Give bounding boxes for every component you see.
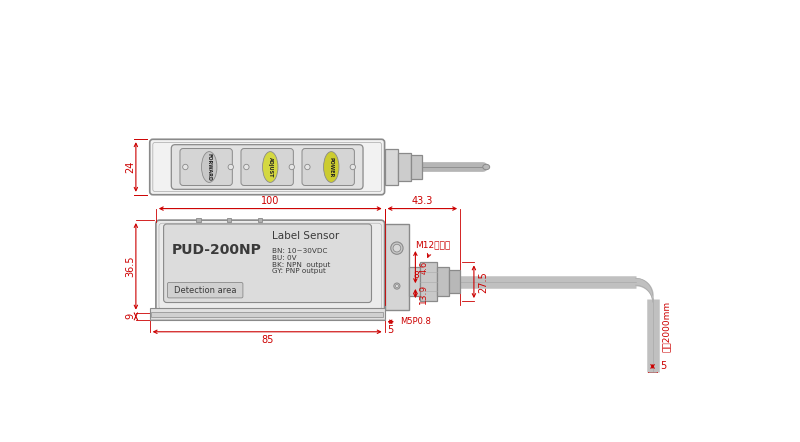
Text: BU: 0V: BU: 0V xyxy=(272,255,296,261)
Text: GY: PNP output: GY: PNP output xyxy=(272,268,326,274)
Ellipse shape xyxy=(482,164,490,170)
Ellipse shape xyxy=(202,152,217,183)
FancyBboxPatch shape xyxy=(171,145,363,189)
Text: 5: 5 xyxy=(660,362,666,371)
Circle shape xyxy=(244,164,249,170)
Bar xyxy=(226,218,231,222)
Circle shape xyxy=(390,242,403,254)
Bar xyxy=(150,308,385,320)
Text: 43.3: 43.3 xyxy=(412,195,433,206)
FancyBboxPatch shape xyxy=(156,220,385,312)
Bar xyxy=(410,155,422,179)
Text: BK: NPN  output: BK: NPN output xyxy=(272,262,330,267)
Circle shape xyxy=(228,164,234,170)
Text: 36.5: 36.5 xyxy=(126,255,135,277)
Bar xyxy=(151,312,383,317)
Circle shape xyxy=(395,285,398,288)
Bar xyxy=(196,218,201,222)
Bar xyxy=(385,149,398,186)
Text: 85: 85 xyxy=(261,335,274,345)
FancyBboxPatch shape xyxy=(180,149,232,186)
Circle shape xyxy=(394,283,400,289)
Text: ADJUST: ADJUST xyxy=(268,157,273,177)
Circle shape xyxy=(305,164,310,170)
Circle shape xyxy=(350,164,355,170)
Bar xyxy=(398,153,410,181)
Bar xyxy=(450,270,460,293)
Text: 100: 100 xyxy=(261,195,279,206)
Text: POWER: POWER xyxy=(329,157,334,177)
Text: Detection area: Detection area xyxy=(174,286,237,295)
Circle shape xyxy=(182,164,188,170)
Text: M5P0.8: M5P0.8 xyxy=(400,317,431,326)
Bar xyxy=(410,267,420,296)
Text: FORWARD: FORWARD xyxy=(206,153,212,181)
Text: 5: 5 xyxy=(388,325,394,335)
Text: 线长2000mm: 线长2000mm xyxy=(662,301,670,352)
Text: 24: 24 xyxy=(126,161,135,173)
Text: 9: 9 xyxy=(126,313,135,320)
Text: 8: 8 xyxy=(413,271,419,280)
Text: Label Sensor: Label Sensor xyxy=(272,231,339,241)
Circle shape xyxy=(393,244,401,252)
Text: 27.5: 27.5 xyxy=(478,271,488,293)
FancyBboxPatch shape xyxy=(302,149,354,186)
Ellipse shape xyxy=(262,152,278,183)
Text: M12航空头: M12航空头 xyxy=(415,240,450,257)
FancyBboxPatch shape xyxy=(150,139,385,195)
FancyBboxPatch shape xyxy=(167,282,243,298)
FancyBboxPatch shape xyxy=(241,149,294,186)
Text: BN: 10~30VDC: BN: 10~30VDC xyxy=(272,248,327,254)
Bar xyxy=(420,263,437,301)
Text: 4.6: 4.6 xyxy=(419,260,428,274)
Bar xyxy=(385,224,410,310)
Ellipse shape xyxy=(323,152,339,183)
Bar xyxy=(258,218,262,222)
Text: PUD-200NP: PUD-200NP xyxy=(171,243,261,257)
Bar xyxy=(437,267,450,296)
Circle shape xyxy=(289,164,294,170)
FancyBboxPatch shape xyxy=(163,224,371,302)
Text: 13.9: 13.9 xyxy=(419,283,428,304)
